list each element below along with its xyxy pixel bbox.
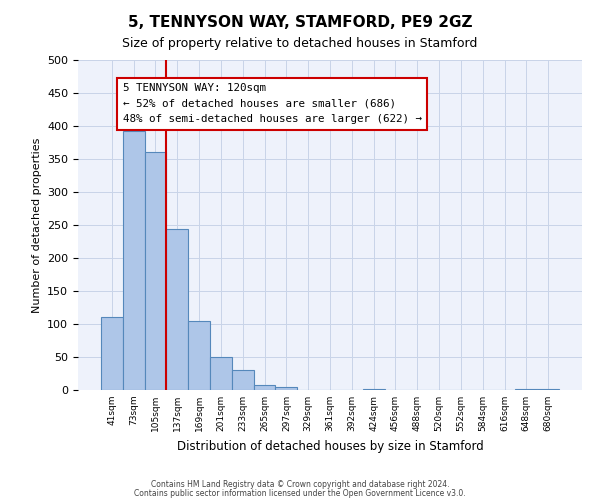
X-axis label: Distribution of detached houses by size in Stamford: Distribution of detached houses by size … [176,440,484,452]
Bar [101,316,123,390]
Bar [232,370,254,390]
Y-axis label: Number of detached properties: Number of detached properties [32,138,41,312]
Bar [123,130,145,390]
Text: 5, TENNYSON WAY, STAMFORD, PE9 2GZ: 5, TENNYSON WAY, STAMFORD, PE9 2GZ [128,15,472,30]
Bar [188,320,210,390]
Bar [145,152,166,390]
Text: Contains public sector information licensed under the Open Government Licence v3: Contains public sector information licen… [134,488,466,498]
Text: Contains HM Land Registry data © Crown copyright and database right 2024.: Contains HM Land Registry data © Crown c… [151,480,449,489]
Bar [363,388,385,390]
Bar [515,388,537,390]
Bar [275,386,297,390]
Text: Size of property relative to detached houses in Stamford: Size of property relative to detached ho… [122,38,478,51]
Bar [210,357,232,390]
Bar [254,384,275,390]
Bar [166,229,188,390]
Text: 5 TENNYSON WAY: 120sqm
← 52% of detached houses are smaller (686)
48% of semi-de: 5 TENNYSON WAY: 120sqm ← 52% of detached… [123,83,422,124]
